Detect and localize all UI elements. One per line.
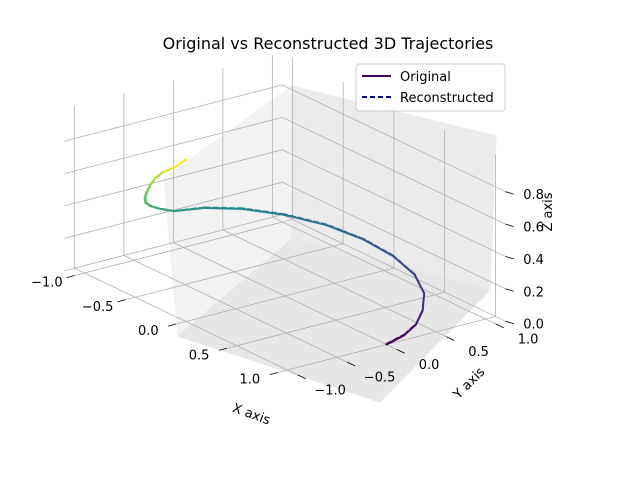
line-segment [162, 166, 176, 173]
y-tick-mark [495, 323, 504, 329]
grid-line-z [64, 149, 506, 257]
line-segment [155, 171, 165, 179]
plot-lines [143, 158, 426, 346]
line-segment [283, 213, 328, 226]
z-tick-label: 0.4 [523, 253, 544, 268]
legend: Original Reconstructed [355, 63, 506, 112]
y-tick-label: −1.0 [314, 383, 346, 398]
line-segment [203, 206, 243, 209]
x-tick-mark [117, 299, 126, 303]
line-segment [415, 309, 424, 325]
line-segment [158, 207, 176, 212]
x-tick-mark [218, 347, 227, 351]
y-tick-label: 1.0 [518, 332, 539, 347]
line-segment [173, 206, 206, 212]
y-tick-label: 0.0 [419, 358, 440, 373]
y-tick-mark [346, 361, 356, 367]
z-tick-label: 0.0 [523, 318, 544, 333]
grid-lines [64, 55, 506, 376]
line-segment [144, 190, 149, 198]
line-segment [403, 322, 417, 336]
tick-marks [66, 191, 514, 380]
z-tick-mark [505, 320, 514, 325]
line-segment [173, 158, 188, 169]
x-tick-mark [269, 372, 278, 375]
line-segment [325, 223, 365, 240]
y-tick-mark [297, 374, 306, 380]
line-segment [147, 183, 152, 192]
series-reconstructed [144, 158, 425, 345]
grid-line-z [64, 116, 506, 225]
line-segment [385, 333, 406, 345]
x-tick-mark [66, 275, 75, 278]
line-segment [143, 190, 148, 199]
legend-label-original: Original [400, 70, 451, 85]
y-tick-mark [445, 336, 455, 341]
z-tick-mark [505, 223, 514, 227]
line-segment [150, 177, 158, 186]
z-tick-mark [505, 288, 514, 292]
z-axis-label: Z axis [541, 192, 556, 231]
z-tick-label: 0.6 [523, 220, 544, 235]
x-tick-label: −1.0 [31, 276, 63, 291]
y-tick-mark [396, 348, 405, 354]
line-segment [392, 254, 416, 275]
grid-line-z [64, 84, 506, 193]
tick-labels: −1.0−0.50.00.51.0−1.0−0.50.00.51.00.00.2… [31, 188, 544, 398]
legend-label-reconstructed: Reconstructed [400, 91, 494, 106]
line-segment [362, 238, 394, 257]
x-tick-label: 0.0 [138, 324, 159, 339]
line-segment [413, 273, 425, 294]
grid-line-z [64, 181, 506, 290]
z-tick-mark [505, 256, 514, 260]
line-segment [149, 204, 160, 210]
x-tick-label: −0.5 [82, 300, 114, 315]
y-tick-label: −0.5 [364, 371, 396, 386]
legend-box [355, 63, 506, 112]
x-tick-mark [168, 323, 177, 327]
z-tick-label: 0.2 [523, 285, 544, 300]
line-segment [421, 291, 425, 311]
chart-title: Original vs Reconstructed 3D Trajectorie… [163, 34, 494, 53]
z-tick-mark [505, 191, 514, 195]
z-tick-label: 0.8 [523, 188, 544, 203]
line-segment [241, 207, 286, 215]
x-tick-label: 0.5 [189, 348, 210, 363]
y-tick-label: 0.5 [468, 345, 489, 360]
line-segment [144, 196, 148, 204]
x-tick-label: 1.0 [239, 373, 260, 388]
